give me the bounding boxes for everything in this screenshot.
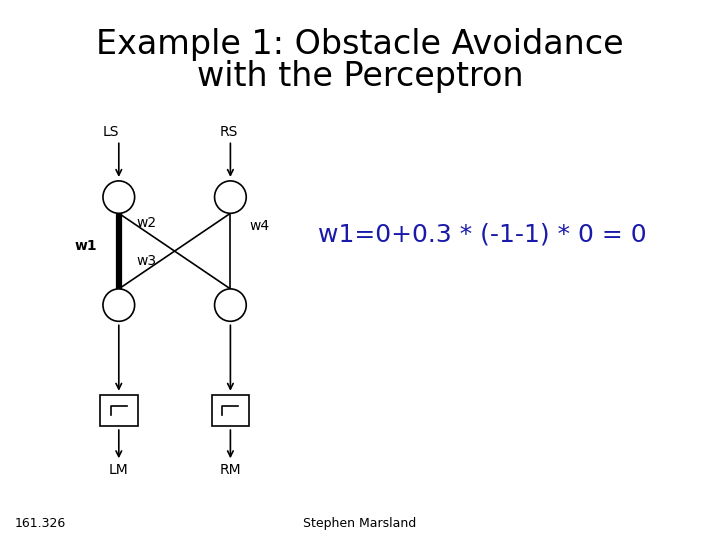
Text: RM: RM — [220, 463, 241, 477]
Text: Stephen Marsland: Stephen Marsland — [303, 517, 417, 530]
Bar — [212, 395, 249, 426]
Bar — [100, 395, 138, 426]
Ellipse shape — [215, 181, 246, 213]
Text: w2: w2 — [137, 216, 157, 230]
Ellipse shape — [103, 181, 135, 213]
Text: LM: LM — [109, 463, 129, 477]
Ellipse shape — [215, 289, 246, 321]
Text: w3: w3 — [137, 254, 157, 268]
Text: RS: RS — [220, 125, 238, 139]
Text: with the Perceptron: with the Perceptron — [197, 60, 523, 93]
Text: w1=0+0.3 * (-1-1) * 0 = 0: w1=0+0.3 * (-1-1) * 0 = 0 — [318, 223, 647, 247]
Text: w1: w1 — [75, 239, 97, 253]
Ellipse shape — [103, 289, 135, 321]
Text: Example 1: Obstacle Avoidance: Example 1: Obstacle Avoidance — [96, 28, 624, 61]
Text: w4: w4 — [250, 219, 270, 233]
Text: 161.326: 161.326 — [14, 517, 66, 530]
Text: LS: LS — [103, 125, 120, 139]
